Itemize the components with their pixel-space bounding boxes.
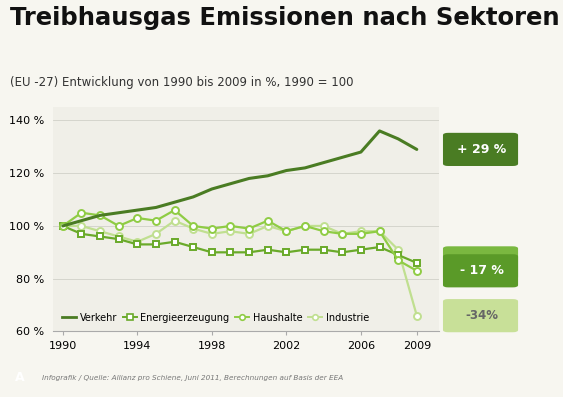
- FancyBboxPatch shape: [443, 299, 518, 332]
- Legend: Verkehr, Energieerzeugung, Haushalte, Industrie: Verkehr, Energieerzeugung, Haushalte, In…: [59, 309, 373, 327]
- Text: -34%: -34%: [465, 309, 498, 322]
- FancyBboxPatch shape: [443, 133, 518, 166]
- Text: Infografik / Quelle: Allianz pro Schiene, Juni 2011, Berechnungen auf Basis der : Infografik / Quelle: Allianz pro Schiene…: [42, 375, 343, 381]
- Text: - 17 %: - 17 %: [460, 264, 504, 277]
- Text: - 14 %: - 14 %: [460, 256, 504, 270]
- FancyBboxPatch shape: [443, 254, 518, 287]
- Text: Treibhausgas Emissionen nach Sektoren: Treibhausgas Emissionen nach Sektoren: [10, 6, 560, 30]
- FancyBboxPatch shape: [443, 246, 518, 279]
- Text: A: A: [15, 371, 25, 384]
- Text: + 29 %: + 29 %: [457, 143, 507, 156]
- Text: (EU -27) Entwicklung von 1990 bis 2009 in %, 1990 = 100: (EU -27) Entwicklung von 1990 bis 2009 i…: [10, 76, 354, 89]
